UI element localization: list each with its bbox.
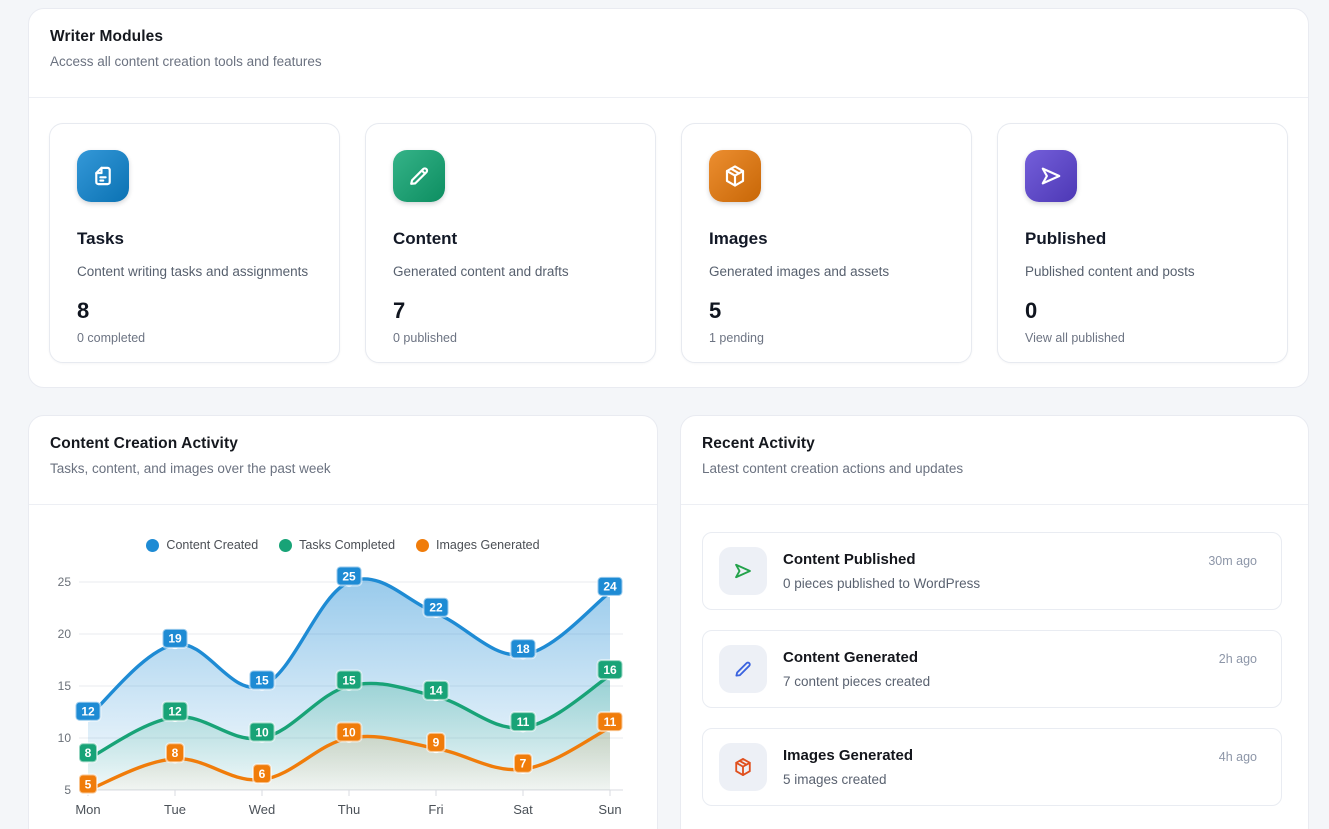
- module-description: Generated images and assets: [709, 264, 890, 279]
- module-footnote: 1 pending: [709, 331, 764, 345]
- recent-activity-header: Recent Activity Latest content creation …: [681, 416, 1308, 505]
- activity-timestamp: 30m ago: [1208, 554, 1257, 568]
- activity-item-images-generated: Images Generated 5 images created 4h ago: [702, 728, 1282, 806]
- activity-title: Content Published: [783, 551, 916, 568]
- svg-text:Mon: Mon: [75, 802, 100, 817]
- chart-subtitle: Tasks, content, and images over the past…: [50, 461, 331, 476]
- svg-text:22: 22: [429, 601, 443, 615]
- svg-text:9: 9: [433, 736, 440, 750]
- module-count: 8: [77, 298, 90, 323]
- pencil-icon: [393, 150, 445, 202]
- writer-modules-panel: Writer Modules Access all content creati…: [28, 8, 1309, 388]
- svg-text:Sat: Sat: [513, 802, 533, 817]
- svg-text:8: 8: [85, 746, 92, 760]
- module-description: Generated content and drafts: [393, 264, 569, 279]
- writer-modules-header: Writer Modules Access all content creati…: [29, 9, 1308, 98]
- svg-text:Fri: Fri: [428, 802, 443, 817]
- svg-text:19: 19: [168, 632, 182, 646]
- cube-icon: [709, 150, 761, 202]
- activity-timestamp: 2h ago: [1218, 652, 1257, 666]
- svg-text:Sun: Sun: [598, 802, 621, 817]
- activity-item-content-published: Content Published 0 pieces published to …: [702, 532, 1282, 610]
- svg-text:7: 7: [520, 757, 527, 771]
- legend-label: Content Created: [166, 538, 259, 552]
- legend-item-images-generated[interactable]: Images Generated: [416, 538, 540, 552]
- module-count: 7: [393, 298, 406, 323]
- legend-label: Images Generated: [436, 538, 540, 552]
- legend-item-tasks-completed[interactable]: Tasks Completed: [279, 538, 395, 552]
- module-title: Images: [709, 229, 768, 248]
- module-card-tasks[interactable]: Tasks Content writing tasks and assignme…: [49, 123, 340, 363]
- activity-list: Content Published 0 pieces published to …: [681, 505, 1308, 806]
- svg-text:16: 16: [603, 663, 617, 677]
- svg-text:24: 24: [603, 580, 617, 594]
- svg-text:25: 25: [342, 569, 356, 583]
- svg-text:15: 15: [342, 673, 356, 687]
- svg-text:11: 11: [604, 715, 617, 729]
- module-card-published[interactable]: Published Published content and posts 0 …: [997, 123, 1288, 363]
- send-icon: [719, 547, 767, 595]
- svg-text:12: 12: [168, 705, 182, 719]
- send-icon: [1025, 150, 1077, 202]
- page-subtitle: Access all content creation tools and fe…: [50, 54, 322, 69]
- module-title: Published: [1025, 229, 1107, 248]
- svg-text:10: 10: [255, 725, 269, 739]
- activity-title: Content Generated: [783, 649, 919, 666]
- module-footnote: View all published: [1025, 331, 1125, 345]
- module-footnote: 0 published: [393, 331, 457, 345]
- svg-text:12: 12: [81, 705, 95, 719]
- svg-text:5: 5: [64, 783, 71, 797]
- module-cards-row: Tasks Content writing tasks and assignme…: [29, 98, 1308, 388]
- legend-label: Tasks Completed: [299, 538, 396, 552]
- activity-description: 5 images created: [783, 772, 887, 787]
- svg-text:10: 10: [58, 731, 72, 745]
- module-card-images[interactable]: Images Generated images and assets 5 1 p…: [681, 123, 972, 363]
- svg-text:10: 10: [342, 725, 356, 739]
- svg-text:Thu: Thu: [338, 802, 360, 817]
- svg-text:25: 25: [58, 575, 72, 589]
- cube-icon: [719, 743, 767, 791]
- svg-text:14: 14: [429, 684, 443, 698]
- recent-activity-panel: Recent Activity Latest content creation …: [680, 415, 1309, 829]
- svg-text:Tue: Tue: [164, 802, 186, 817]
- svg-text:20: 20: [58, 627, 72, 641]
- legend-dot: [146, 538, 160, 552]
- svg-text:15: 15: [58, 679, 72, 693]
- module-card-content[interactable]: Content Generated content and drafts 7 0…: [365, 123, 656, 363]
- legend-dot: [416, 538, 430, 552]
- activity-title: Images Generated: [783, 747, 914, 764]
- activity-description: 0 pieces published to WordPress: [783, 576, 981, 591]
- svg-text:6: 6: [259, 767, 266, 781]
- svg-text:8: 8: [172, 746, 179, 760]
- activity-item-content-generated: Content Generated 7 content pieces creat…: [702, 630, 1282, 708]
- svg-text:15: 15: [255, 673, 269, 687]
- chart-panel-header: Content Creation Activity Tasks, content…: [29, 416, 657, 505]
- document-icon: [77, 150, 129, 202]
- recent-activity-subtitle: Latest content creation actions and upda…: [702, 461, 964, 476]
- legend-item-content-created[interactable]: Content Created: [146, 538, 258, 552]
- module-title: Content: [393, 229, 458, 248]
- chart-legend: Content Created Tasks Completed Images G…: [29, 538, 657, 552]
- module-description: Published content and posts: [1025, 264, 1195, 279]
- module-count: 5: [709, 298, 722, 323]
- module-description: Content writing tasks and assignments: [77, 264, 309, 279]
- legend-dot: [279, 538, 293, 552]
- activity-description: 7 content pieces created: [783, 674, 931, 689]
- svg-text:5: 5: [85, 777, 92, 791]
- activity-timestamp: 4h ago: [1218, 750, 1257, 764]
- activity-line-chart: 5 10 15 20 25 Mon Tue Wed Thu Fri Sat Sun 12 19 15 25 22…: [58, 565, 624, 817]
- content-creation-activity-panel: Content Creation Activity Tasks, content…: [28, 415, 658, 829]
- module-footnote: 0 completed: [77, 331, 146, 345]
- module-title: Tasks: [77, 229, 124, 248]
- pencil-icon: [719, 645, 767, 693]
- svg-text:11: 11: [517, 715, 530, 729]
- svg-text:Wed: Wed: [249, 802, 276, 817]
- module-count: 0: [1025, 298, 1038, 323]
- page-title: Writer Modules: [50, 28, 164, 45]
- recent-activity-title: Recent Activity: [702, 435, 815, 452]
- svg-text:18: 18: [516, 642, 530, 656]
- chart-title: Content Creation Activity: [50, 435, 238, 452]
